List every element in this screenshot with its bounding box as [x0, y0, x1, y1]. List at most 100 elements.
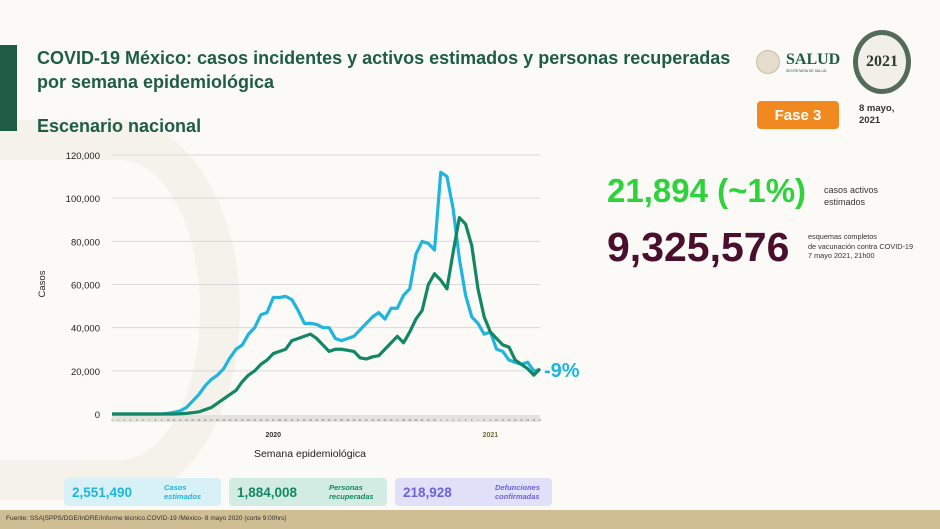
x-tick-label: 29: [284, 418, 287, 422]
vacc-line: 7 mayo 2021, 21h00: [808, 251, 875, 260]
x-tick-label: 8: [483, 418, 485, 422]
x-axis-band: [112, 415, 540, 422]
summary-label: Defunciones confirmadas: [495, 483, 541, 501]
active-cases-label: casos activos estimados: [824, 185, 879, 207]
x-tick-label: 14: [191, 418, 194, 422]
x-tick-label: 5: [136, 418, 138, 422]
x-tick-label: 13: [185, 418, 188, 422]
x-tick-label: 30: [290, 418, 293, 422]
x-tick-label: 6: [471, 418, 473, 422]
x-tick-label: 44: [377, 418, 380, 422]
x-axis-title: Semana epidemiológica: [254, 448, 366, 460]
x-tick-label: 16: [532, 418, 535, 422]
page-subtitle: Escenario nacional: [37, 116, 202, 136]
summary-label: Personas recuperadas: [329, 483, 374, 501]
logo-text: SALUD: [786, 51, 841, 68]
source-footer: Fuente: SSA|SPPS/DGE/InDRE/Informe técni…: [0, 510, 940, 529]
x-tick-label: 17: [539, 418, 542, 422]
phase-badge: Fase 3: [757, 101, 839, 129]
x-tick-label: 23: [247, 418, 250, 422]
x-tick-label: 52: [427, 418, 430, 422]
x-tick-label: 11: [173, 418, 176, 422]
x-tick-label: 10: [495, 418, 498, 422]
x-tick-label: 20: [228, 418, 231, 422]
cases-chart: 0 20,000 40,000 60,000 80,000 100,000 120,000 1…: [37, 151, 542, 460]
x-tick-label: 39: [346, 418, 349, 422]
cases-line: [112, 170, 541, 416]
x-tick-label: 43: [371, 418, 374, 422]
summary-value: 218,928: [403, 484, 452, 500]
x-tick-label: 22: [241, 418, 244, 422]
y-tick-label: 60,000: [71, 281, 100, 292]
salud-logo: SALUD SECRETARÍA DE SALUD: [756, 50, 840, 74]
summary-estimated-cases: 2,551,490 Casos estimados: [64, 478, 221, 506]
x-tick-label: 12: [508, 418, 511, 422]
x-tick-label: 8: [155, 418, 157, 422]
x-tick-label: 14: [520, 418, 523, 422]
x-tick-label: 34: [315, 418, 318, 422]
x-tick-label: 9: [490, 418, 492, 422]
x-tick-label: 45: [383, 418, 386, 422]
x-tick-label: 2: [117, 418, 119, 422]
date-line: 8 mayo,: [859, 103, 895, 114]
x-tick-label: 40: [352, 418, 355, 422]
x-tick-label: 13: [514, 418, 517, 422]
vaccination-value: 9,325,576: [607, 224, 790, 270]
x-tick-label: 49: [408, 418, 411, 422]
y-tick-label: 0: [95, 410, 100, 421]
x-tick-label: 27: [272, 418, 275, 422]
x-tick-label: 10: [166, 418, 169, 422]
x-tick-label: 35: [321, 418, 324, 422]
year-label: 2020: [265, 432, 281, 439]
x-tick-label: 31: [297, 418, 300, 422]
report-date: 8 mayo, 2021: [859, 103, 894, 127]
x-tick-label: 1: [111, 418, 113, 422]
x-tick-label: 47: [396, 418, 399, 422]
summary-deaths: 218,928 Defunciones confirmadas: [395, 478, 552, 506]
vacc-line: de vacunación contra COVID-19: [808, 241, 914, 251]
x-tick-label: 21: [235, 418, 238, 422]
mexico-2021-logo: 2021: [853, 30, 911, 94]
y-tick-label: 40,000: [71, 324, 100, 335]
x-tick-label: 46: [390, 418, 393, 422]
x-tick-label: 1: [440, 418, 442, 422]
x-tick-label: 2: [446, 418, 448, 422]
change-annotation: -9%: [544, 360, 580, 382]
x-tick-label: 41: [359, 418, 362, 422]
x-tick-label: 11: [501, 418, 504, 422]
x-tick-label: 3: [124, 418, 126, 422]
x-tick-label: 7: [477, 418, 479, 422]
x-tick-label: 4: [459, 418, 461, 422]
x-tick-label: 19: [222, 418, 225, 422]
x-tick-label: 33: [309, 418, 312, 422]
y-tick-label: 120,000: [66, 151, 100, 162]
x-tick-label: 51: [421, 418, 424, 422]
x-tick-label: 15: [526, 418, 529, 422]
vaccination-label: esquemas completos de vacunación contra C…: [808, 232, 936, 261]
x-tick-label: 17: [210, 418, 213, 422]
y-tick-label: 100,000: [66, 194, 100, 205]
x-tick-label: 5: [465, 418, 467, 422]
x-tick-label: 4: [130, 418, 132, 422]
y-tick-label: 20,000: [71, 367, 100, 378]
logo-subtext: SECRETARÍA DE SALUD: [786, 69, 827, 73]
x-tick-label: 26: [266, 418, 269, 422]
seal-icon: [756, 50, 780, 74]
x-tick-label: 32: [303, 418, 306, 422]
summary-value: 2,551,490: [72, 484, 133, 500]
x-tick-label: 15: [197, 418, 200, 422]
summary-label: Casos estimados: [164, 483, 202, 501]
x-tick-label: 3: [452, 418, 454, 422]
y-axis-title: Casos: [37, 270, 48, 297]
x-tick-label: 12: [179, 418, 182, 422]
x-tick-label: 48: [402, 418, 405, 422]
x-tick-label: 24: [253, 418, 256, 422]
page-title: COVID-19 México: casos incidentes y acti…: [37, 48, 731, 92]
x-tick-label: 50: [414, 418, 417, 422]
x-tick-label: 18: [216, 418, 219, 422]
accent-bar: [0, 45, 17, 131]
x-tick-label: 53: [433, 418, 436, 422]
recovered-line: [112, 215, 542, 416]
x-tick-label: 36: [328, 418, 331, 422]
summary-recovered: 1,884,008 Personas recuperadas: [229, 478, 387, 506]
